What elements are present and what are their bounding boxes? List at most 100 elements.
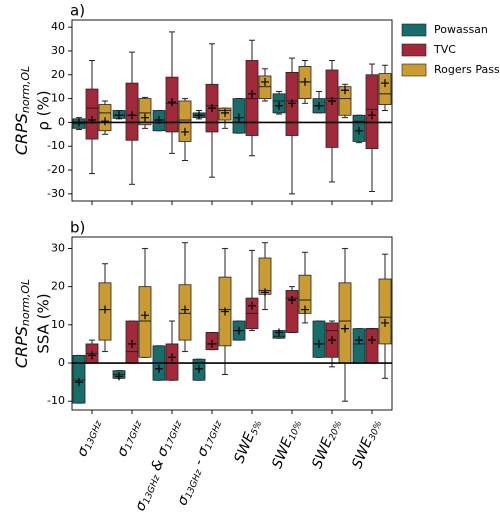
mean-marker: [168, 98, 176, 107]
y-label-part: CRPS: [12, 326, 31, 368]
panel-label: b): [70, 219, 85, 237]
legend-swatch: [401, 23, 427, 37]
mean-marker: [275, 328, 283, 337]
box: [285, 290, 299, 333]
y-tick-label: -30: [47, 187, 65, 200]
mean-marker: [75, 378, 83, 387]
x-label-part: 30%: [367, 419, 384, 441]
mean-marker: [368, 336, 376, 345]
y-tick-label: -10: [47, 394, 65, 407]
box: [338, 282, 352, 364]
y-tick-label: 30: [51, 241, 65, 254]
mean-marker: [208, 104, 216, 113]
x-label-part: 17GHz: [163, 419, 184, 451]
mean-marker: [235, 326, 243, 335]
mean-marker: [328, 96, 336, 105]
mean-marker: [195, 364, 203, 373]
mean-marker: [355, 336, 363, 345]
y-tick-label: 10: [51, 92, 65, 105]
legend-label: TVC: [433, 43, 456, 56]
mean-marker: [368, 111, 376, 120]
x-tick-label: σ13GHz - σ17GHz: [174, 417, 224, 508]
x-label-part: 13GHz: [184, 468, 205, 500]
mean-marker: [101, 305, 109, 314]
box: [365, 328, 379, 364]
mean-marker: [235, 113, 243, 122]
mean-marker: [381, 318, 389, 327]
x-label-part: 20%: [327, 419, 344, 441]
mean-marker: [301, 305, 309, 314]
box: [325, 69, 339, 148]
mean-marker: [341, 86, 349, 95]
mean-marker: [288, 296, 296, 305]
mean-marker: [88, 351, 96, 360]
box: [165, 343, 179, 381]
x-label-part: 10%: [287, 419, 304, 441]
y-tick-label: 10: [51, 318, 65, 331]
mean-marker: [221, 108, 229, 117]
legend-label: Rogers Pass: [434, 63, 500, 76]
mean-marker: [261, 77, 269, 86]
x-label-part: 17GHz: [203, 419, 224, 451]
axes-frame: [71, 19, 393, 202]
y-axis-label: CRPSnorm,OL: [12, 66, 33, 155]
mean-marker: [248, 301, 256, 310]
y-tick-label: 0: [58, 356, 65, 369]
x-tick-label: SWE10%: [269, 417, 304, 471]
mean-marker: [381, 79, 389, 88]
y-label-part: norm,OL: [19, 279, 32, 326]
mean-marker: [101, 117, 109, 126]
mean-marker: [261, 288, 269, 297]
mean-marker: [115, 111, 123, 120]
y-axis-label: CRPSnorm,OL: [12, 279, 33, 368]
y-tick-label: 40: [51, 20, 65, 33]
mean-marker: [208, 339, 216, 348]
mean-marker: [195, 111, 203, 120]
box: [312, 320, 326, 358]
box: [138, 286, 152, 358]
mean-marker: [275, 101, 283, 110]
axes-frame: [71, 236, 393, 411]
y-label-part: CRPS: [12, 113, 31, 155]
box: [352, 328, 366, 364]
mean-marker: [141, 311, 149, 320]
y-axis-label-unit: ρ (%): [35, 90, 53, 130]
x-tick-label: SWE30%: [349, 417, 384, 471]
legend-swatch: [401, 63, 427, 77]
mean-marker: [288, 99, 296, 108]
box: [378, 73, 392, 105]
mean-marker: [128, 339, 136, 348]
mean-marker: [315, 101, 323, 110]
mean-marker: [315, 339, 323, 348]
y-tick-label: 20: [51, 280, 65, 293]
mean-marker: [181, 305, 189, 314]
mean-marker: [128, 111, 136, 120]
mean-marker: [221, 307, 229, 316]
x-label-part: 5%: [249, 419, 264, 436]
legend-swatch: [401, 43, 427, 57]
x-tick-label: SWE20%: [309, 417, 344, 471]
y-tick-label: 0: [58, 115, 65, 128]
y-tick-label: 30: [51, 44, 65, 57]
mean-marker: [155, 364, 163, 373]
mean-marker: [341, 324, 349, 333]
box: [85, 88, 99, 140]
x-label-part: 13GHz: [83, 419, 104, 451]
mean-marker: [168, 353, 176, 362]
mean-marker: [115, 372, 123, 381]
y-tick-label: -10: [47, 139, 65, 152]
x-tick-label: σ13GHz: [74, 417, 104, 459]
panel-label: a): [70, 2, 85, 20]
y-tick-label: -20: [47, 163, 65, 176]
x-label-part: 13GHz: [141, 474, 162, 506]
mean-marker: [181, 127, 189, 136]
mean-marker: [141, 113, 149, 122]
box: [245, 60, 259, 136]
mean-marker: [355, 126, 363, 135]
box: [378, 278, 392, 345]
mean-marker: [301, 77, 309, 86]
mean-marker: [248, 89, 256, 98]
x-tick-label: σ17GHz: [114, 417, 144, 459]
x-label-part: 17GHz: [123, 419, 144, 451]
